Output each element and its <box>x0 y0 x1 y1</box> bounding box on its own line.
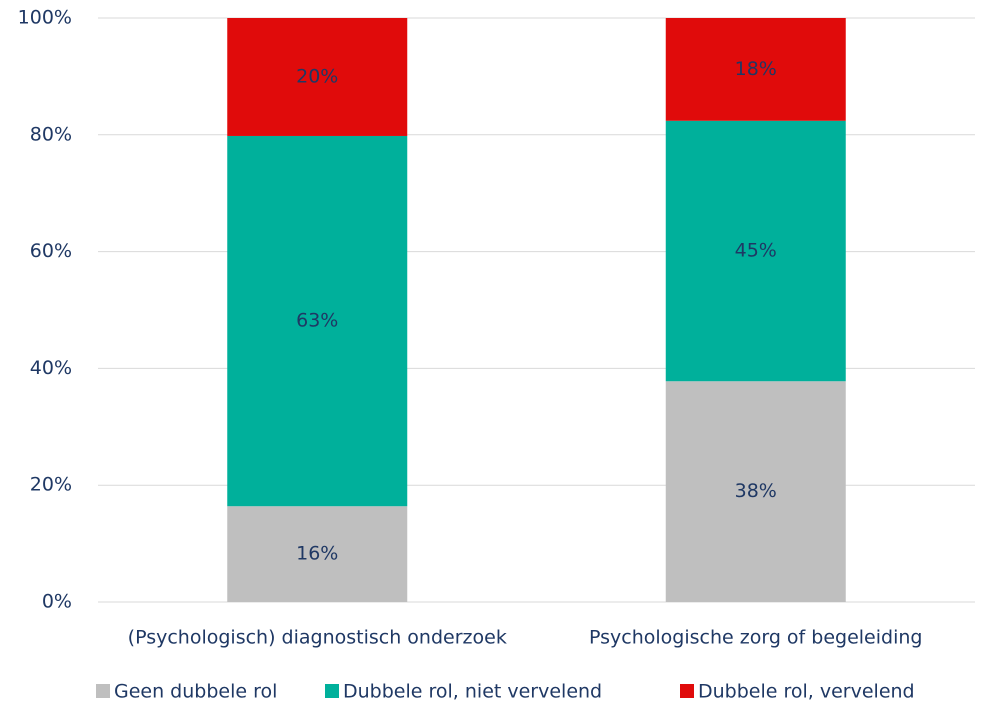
bar-segment <box>227 135 408 507</box>
data-label: 38% <box>735 480 777 502</box>
legend-swatch <box>680 684 694 698</box>
data-label: 63% <box>296 310 338 332</box>
bar-segment <box>665 120 846 382</box>
y-tick-label: 80% <box>30 123 72 145</box>
data-label: 18% <box>735 58 777 80</box>
legend-label: Geen dubbele rol <box>114 681 277 703</box>
y-tick-label: 100% <box>18 7 72 29</box>
y-tick-label: 20% <box>30 474 72 496</box>
data-label: 45% <box>735 240 777 262</box>
bar-segment <box>665 18 846 121</box>
x-tick-label: Psychologische zorg of begeleiding <box>589 627 922 649</box>
y-tick-label: 60% <box>30 240 72 262</box>
bar-segment <box>227 18 408 136</box>
data-label: 20% <box>296 65 338 87</box>
x-tick-label: (Psychologisch) diagnostisch onderzoek <box>128 627 507 649</box>
legend-swatch <box>325 684 339 698</box>
bar-segment <box>227 506 408 602</box>
data-label: 16% <box>296 543 338 565</box>
y-tick-label: 40% <box>30 357 72 379</box>
legend-label: Dubbele rol, niet vervelend <box>343 681 602 703</box>
bar-segment <box>665 381 846 602</box>
y-tick-label: 0% <box>42 591 72 613</box>
legend-label: Dubbele rol, vervelend <box>698 681 915 703</box>
legend-swatch <box>96 684 110 698</box>
